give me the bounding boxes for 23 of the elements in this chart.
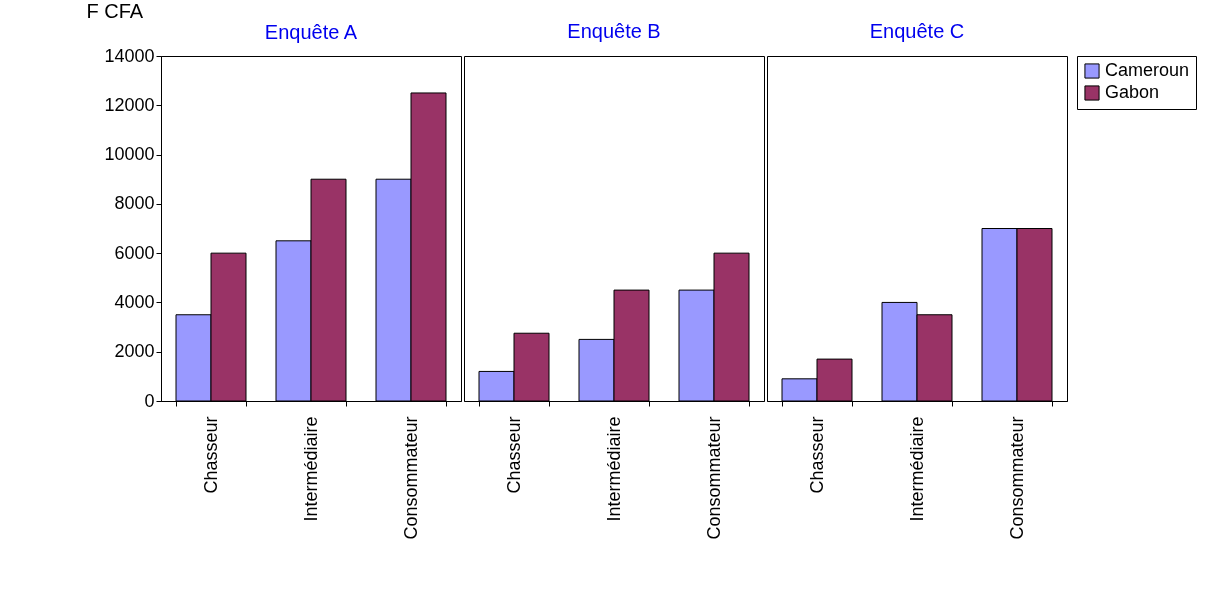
- y-axis-title: F CFA: [86, 0, 144, 22]
- x-tick-label: Chasseur: [200, 416, 221, 494]
- y-tick-label: 4000: [114, 291, 155, 312]
- x-tick-label: Consommateur: [1006, 416, 1027, 540]
- x-tick-label: Consommateur: [400, 416, 421, 540]
- chart-title: Enquête A: [264, 21, 358, 43]
- x-tick-label: Consommateur: [703, 416, 724, 540]
- x-tick-label: Intermédiaire: [603, 416, 624, 522]
- y-tick-label: 2000: [114, 341, 155, 362]
- chart-title: Enquête B: [567, 20, 661, 42]
- chart-title: Enquête C: [869, 19, 965, 42]
- legend-label: Cameroun: [1105, 60, 1190, 80]
- y-tick-label: 8000: [114, 193, 155, 214]
- x-tick-label: Chasseur: [806, 416, 827, 494]
- x-tick-label: Intermédiaire: [906, 416, 927, 522]
- y-tick-label: 6000: [114, 242, 155, 263]
- y-tick-label: 14000: [104, 45, 155, 66]
- y-tick-label: 12000: [104, 94, 155, 115]
- x-tick-label: Intermédiaire: [300, 416, 321, 522]
- y-tick-label: 0: [144, 390, 155, 411]
- legend-label: Gabon: [1105, 82, 1160, 102]
- x-tick-label: Chasseur: [503, 416, 524, 494]
- y-tick-label: 10000: [104, 144, 155, 165]
